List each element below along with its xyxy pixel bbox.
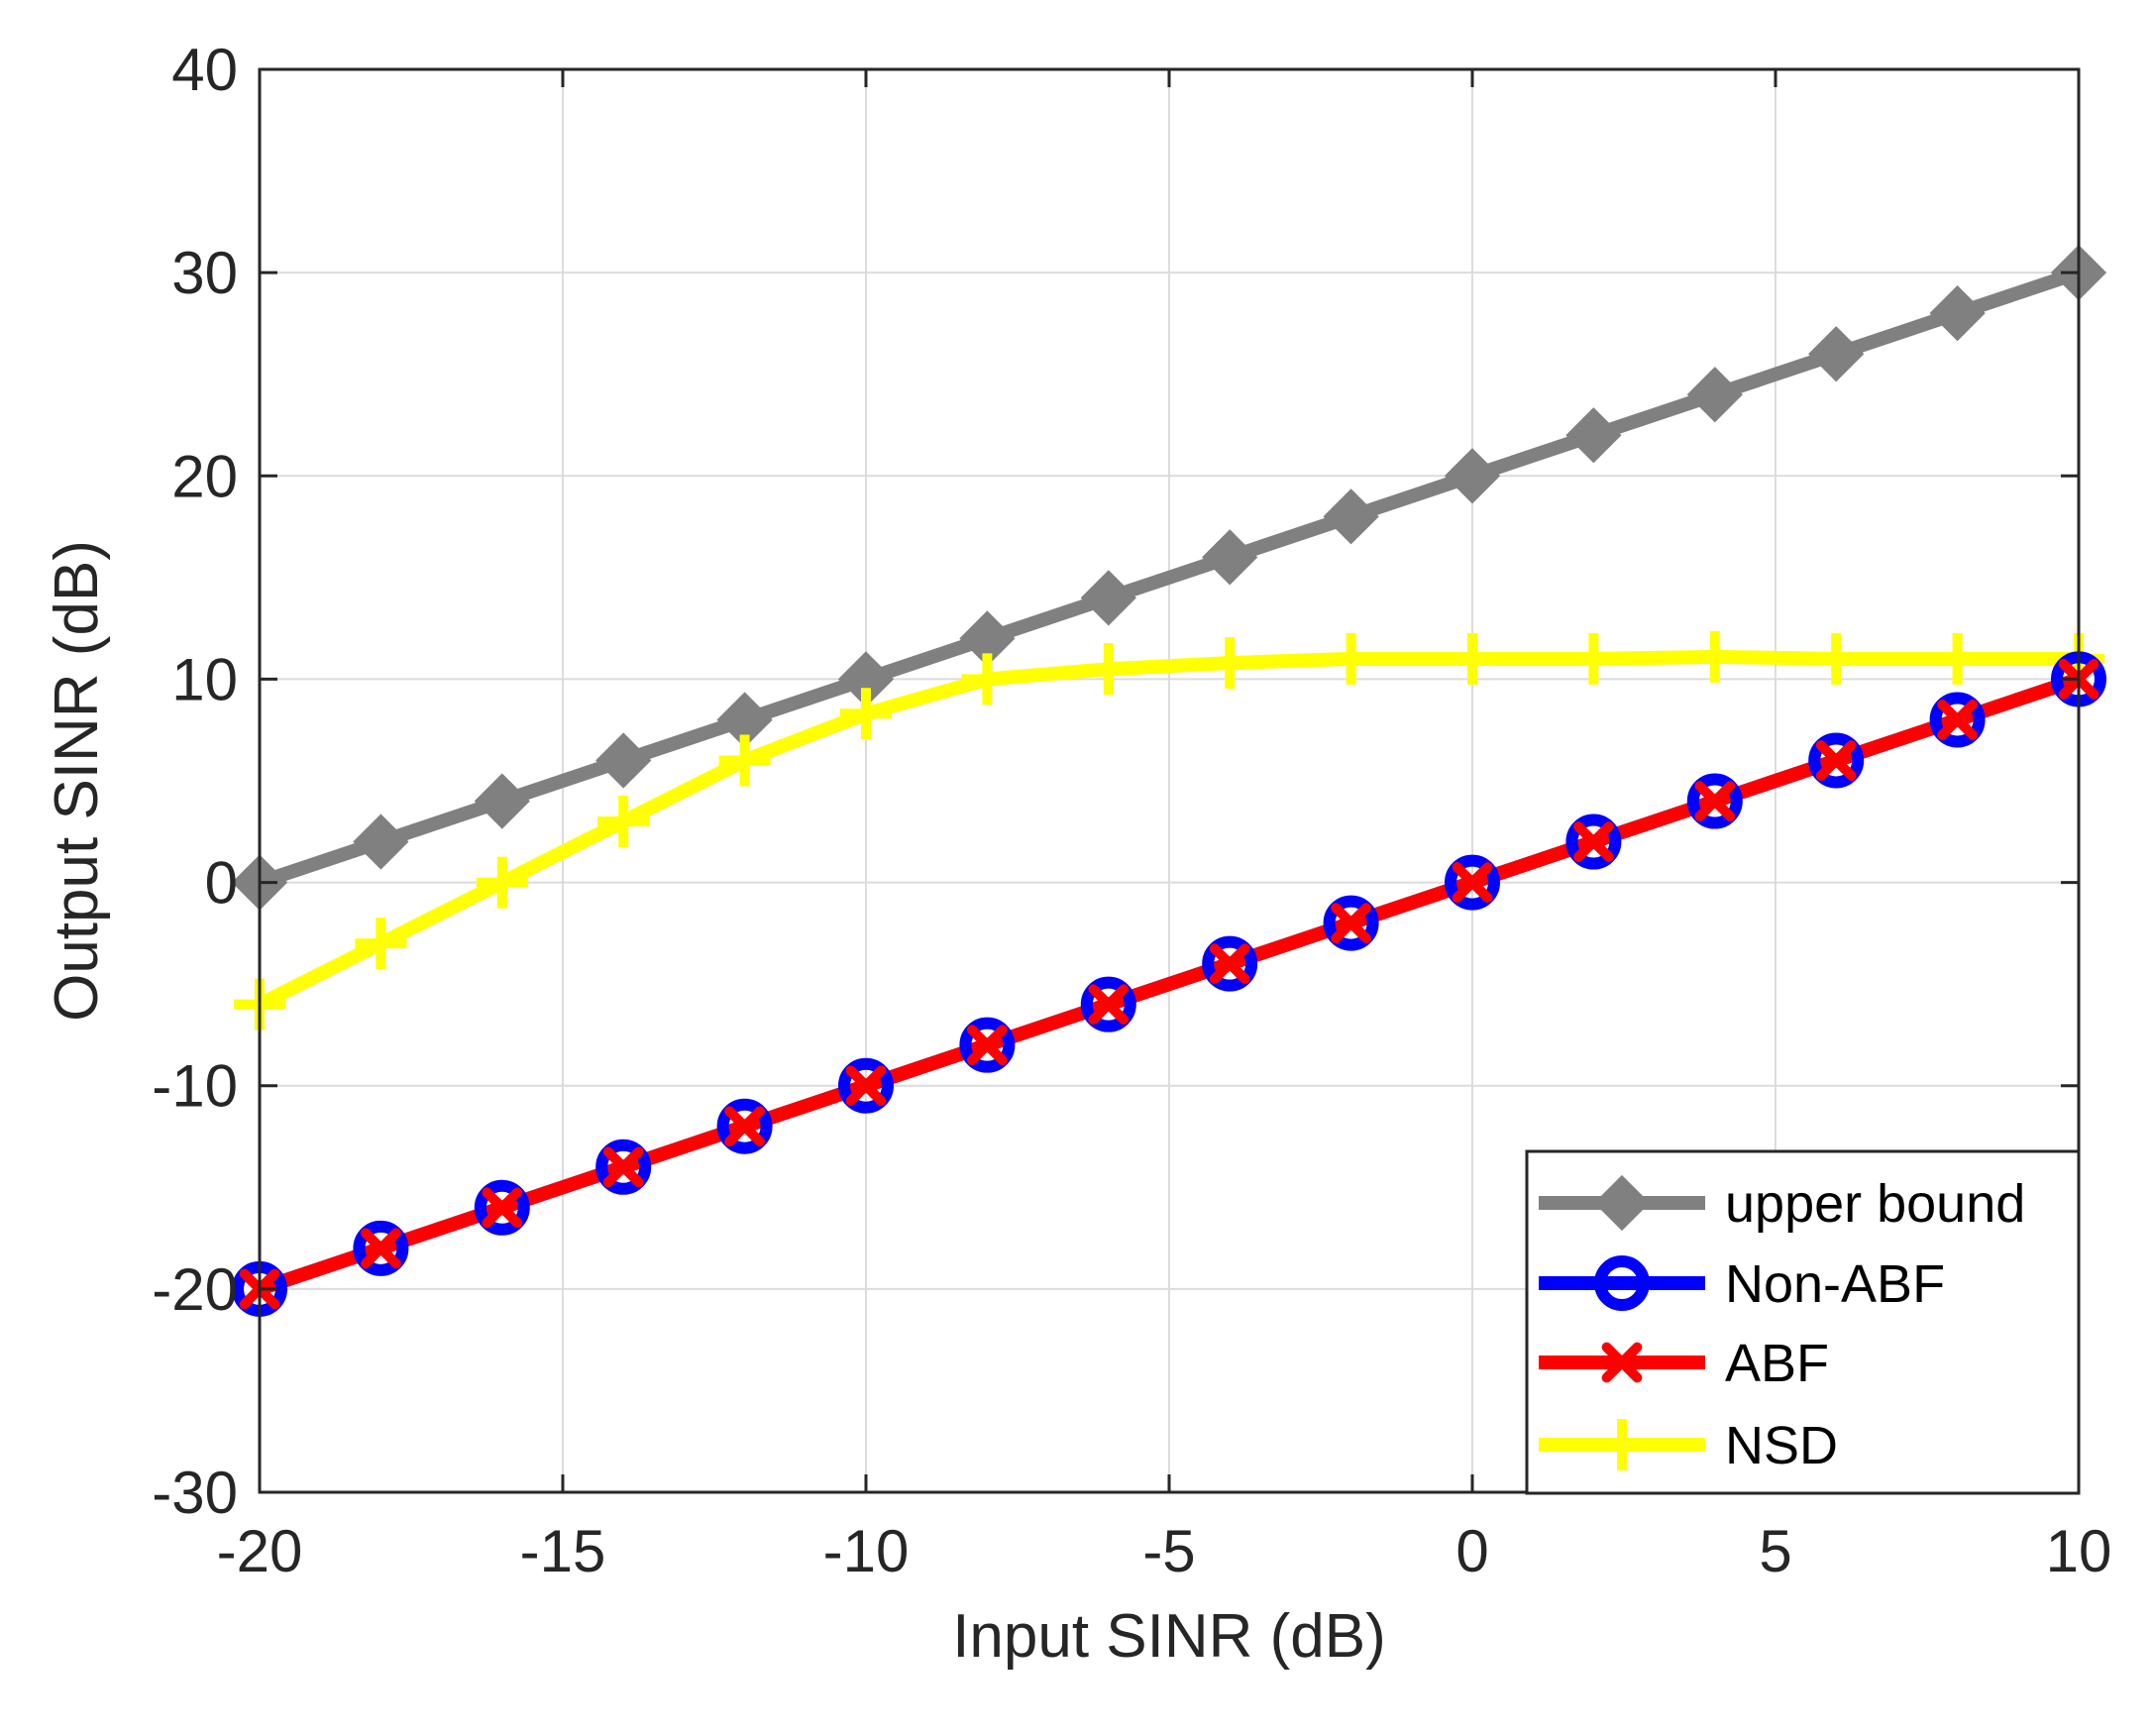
point-abf [1815,740,1857,781]
x-axis-label: Input SINR (dB) [952,1602,1386,1671]
point-non-abf [474,1179,530,1236]
point-non-abf [1565,814,1622,870]
point-abf [361,1228,401,1269]
y-tick-label: 0 [205,850,238,917]
point-nsd [1204,637,1256,690]
y-tick-label: -10 [152,1053,238,1120]
point-upper-bound [1808,326,1865,382]
point-upper-bound [1202,529,1258,586]
point-abf [1209,943,1250,985]
point-nsd [840,688,892,740]
y-tick-label: -20 [152,1256,238,1323]
point-upper-bound [1444,448,1501,504]
point-non-abf [716,1098,773,1154]
legend-label: upper bound [1725,1174,2025,1234]
series-nsd [256,649,2079,1011]
legend-swatch-marker [1596,1419,1648,1470]
legend-label: ABF [1725,1334,1829,1393]
point-abf [1452,862,1493,903]
legend-swatch-marker [1601,1342,1643,1383]
point-nsd [718,734,771,787]
point-upper-bound [474,773,530,829]
point-nsd [476,856,528,909]
point-upper-bound [1929,285,1986,342]
legend-swatch-marker [1594,1255,1650,1311]
y-tick-label: 40 [171,37,238,103]
y-tick-label: 30 [171,240,238,306]
legend-label: NSD [1725,1416,1838,1475]
legend-swatch-marker [1593,1174,1651,1232]
point-non-abf [1323,895,1379,951]
point-abf [724,1106,765,1147]
point-upper-bound [1686,367,1743,423]
x-tick-label: -10 [823,1518,910,1584]
series-line-nsd [256,649,2079,1011]
x-tick-label: 0 [1455,1518,1488,1584]
point-upper-bound [353,814,409,870]
y-tick-label: 20 [171,443,238,509]
point-non-abf [1686,773,1743,829]
series-lines [256,266,2082,1296]
x-tick-label: 5 [1759,1518,1791,1584]
point-abf [1937,700,1978,740]
point-nsd [1567,632,1620,685]
point-nsd [1688,630,1741,683]
point-upper-bound [1323,488,1379,545]
point-non-abf [838,1057,894,1114]
series-abf [257,672,2082,1296]
point-abf [845,1065,887,1107]
point-nsd [1082,643,1134,696]
point-non-abf [959,1017,1016,1073]
point-non-abf [353,1220,409,1276]
series-upper-bound [257,266,2082,890]
legend-label: Non-ABF [1725,1254,1945,1314]
point-abf [967,1025,1008,1066]
point-upper-bound [595,732,652,789]
legend-item-non-abf: Non-ABF [1539,1254,1945,1314]
point-non-abf [1080,976,1136,1032]
x-tick-label: -15 [520,1518,606,1584]
legend: upper bound Non-ABF ABF NSD [1525,1149,2081,1495]
ticks [258,67,2081,1494]
x-tick-label: -20 [217,1518,303,1584]
point-non-abf [1445,854,1500,911]
point-nsd [597,796,650,848]
series-line-upper-bound [257,266,2082,890]
point-upper-bound [1565,407,1622,464]
legend-item-upper-bound: upper bound [1539,1174,2025,1234]
point-nsd [355,918,407,970]
x-tick-label: 10 [2046,1518,2112,1584]
point-abf [1331,903,1371,943]
point-upper-bound [1080,570,1136,626]
legend-item-nsd: NSD [1539,1416,1838,1475]
x-tick-label: -5 [1142,1518,1195,1584]
point-non-abf [595,1139,652,1195]
point-non-abf [1808,732,1865,789]
point-nsd [1325,632,1377,685]
y-tick-label: 10 [171,646,238,712]
point-abf [1088,984,1130,1026]
point-abf [602,1146,644,1188]
point-non-abf [1202,935,1258,992]
point-nsd [1810,632,1863,685]
point-abf [1573,821,1614,862]
series-markers [231,245,2107,1317]
point-nsd [1931,632,1984,685]
y-tick-label: -30 [152,1460,238,1526]
point-nsd [1447,632,1498,685]
point-nsd [961,653,1014,705]
point-abf [482,1187,523,1229]
legend-item-abf: ABF [1539,1334,1829,1393]
point-abf [1694,781,1736,821]
series-line-abf [257,672,2082,1296]
y-axis-label: Output SINR (dB) [43,540,111,1022]
point-non-abf [1929,692,1986,748]
